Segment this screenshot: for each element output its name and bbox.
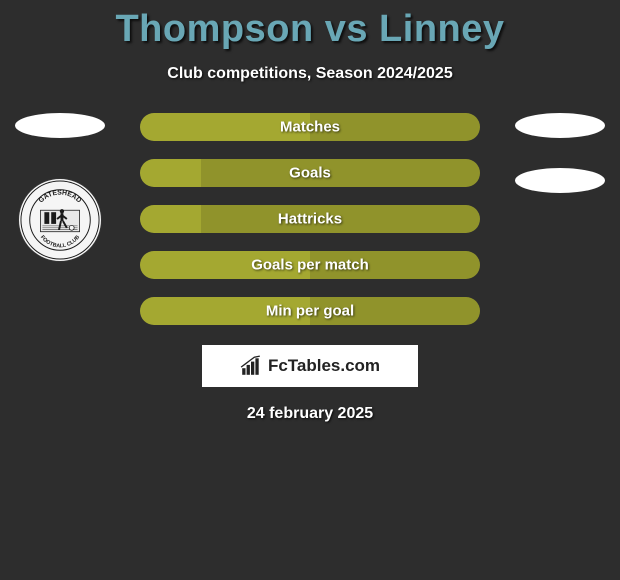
left-player-photo-placeholder (15, 113, 105, 138)
comparison-subtitle: Club competitions, Season 2024/2025 (0, 65, 620, 83)
bar-chart-icon (240, 355, 262, 377)
stat-bar: 168Min per goal (140, 297, 480, 325)
right-player-photo-placeholder (515, 113, 605, 138)
stat-bar: 0.73Goals per match (140, 251, 480, 279)
stat-bar-left-fill (140, 205, 201, 233)
stat-bar-label: Goals (289, 165, 331, 182)
gateshead-badge-icon: GATESHEAD FOOTBALL CLUB (19, 179, 101, 261)
stat-bar-label: Hattricks (278, 211, 342, 228)
stat-bar-label: Min per goal (266, 303, 354, 320)
stat-bar-label: Goals per match (251, 257, 369, 274)
stat-bars: 26Matches 019Goals 01Hattricks 0.73Goals pe… (140, 113, 480, 325)
branding-box: FcTables.com (202, 345, 418, 387)
stat-bar-right-fill (201, 159, 480, 187)
stat-bar: 01Hattricks (140, 205, 480, 233)
generation-date: 24 february 2025 (0, 405, 620, 423)
stat-bar-label: Matches (280, 119, 340, 136)
branding-text: FcTables.com (268, 356, 380, 376)
comparison-content: GATESHEAD FOOTBALL CLUB (0, 113, 620, 423)
stat-bar: 019Goals (140, 159, 480, 187)
left-player-badges: GATESHEAD FOOTBALL CLUB (10, 113, 110, 262)
left-club-badge: GATESHEAD FOOTBALL CLUB (18, 178, 102, 262)
right-club-badge-placeholder (515, 168, 605, 193)
right-player-badges (510, 113, 610, 193)
comparison-title: Thompson vs Linney (0, 0, 620, 51)
stat-bar-left-fill (140, 159, 201, 187)
stat-bar: 26Matches (140, 113, 480, 141)
